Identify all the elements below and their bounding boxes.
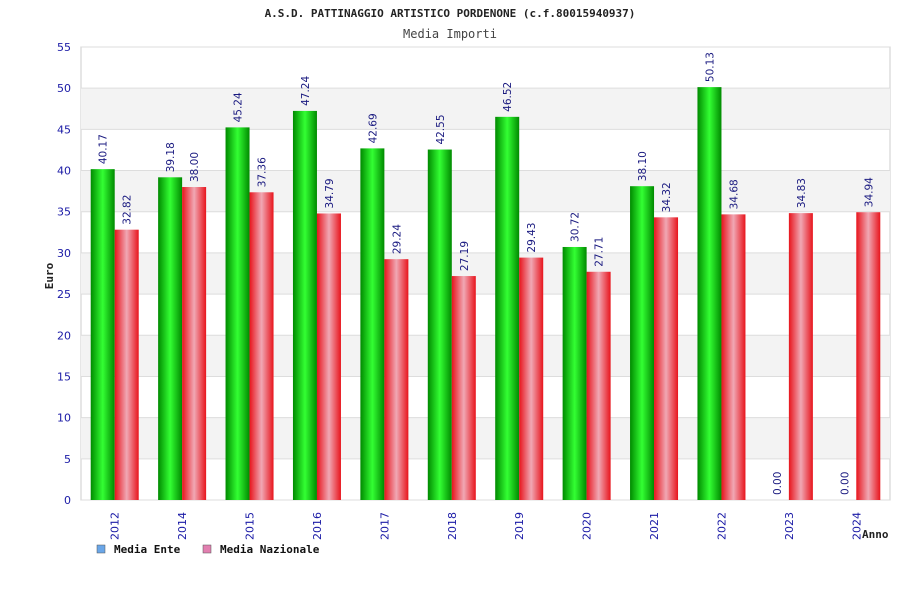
value-label: 34.32	[661, 182, 673, 212]
grid-band	[81, 335, 890, 377]
bar-media-nazionale	[519, 257, 544, 500]
bar-media-nazionale	[249, 192, 274, 500]
bar-media-ente	[292, 110, 317, 500]
gridlines	[81, 46, 890, 501]
x-tick-label: 2014	[176, 512, 189, 540]
y-tick-label: 30	[57, 247, 71, 260]
y-tick-label: 5	[64, 453, 71, 466]
legend-label-ente: Media Ente	[114, 543, 181, 556]
x-axis-label: Anno	[862, 528, 889, 541]
y-tick-label: 40	[57, 165, 71, 178]
value-label: 29.24	[391, 224, 403, 254]
bar-media-nazionale	[451, 276, 476, 500]
value-label: 27.19	[459, 241, 471, 271]
bar-media-nazionale	[316, 213, 341, 500]
x-tick-label: 2016	[311, 512, 324, 540]
plot-background	[80, 46, 891, 501]
grid-band	[81, 252, 890, 295]
chart-title: A.S.D. PATTINAGGIO ARTISTICO PORDENONE (…	[265, 7, 636, 20]
value-label: 42.69	[367, 113, 379, 143]
value-label: 34.83	[796, 178, 808, 208]
y-tick-label: 15	[57, 370, 71, 383]
value-label: 39.18	[165, 142, 177, 172]
value-label: 30.72	[570, 212, 582, 242]
y-axis-ticks: 0 5 10 15 20 25 30 35 40 45 50 55	[57, 41, 71, 507]
y-tick-label: 35	[57, 206, 71, 219]
value-label: 0.00	[839, 472, 851, 495]
y-tick-label: 10	[57, 412, 71, 425]
x-tick-label: 2022	[715, 512, 728, 540]
x-tick-label: 2017	[378, 512, 391, 540]
y-axis-label: Euro	[43, 262, 56, 289]
bar-media-ente	[360, 148, 385, 500]
grid-band	[81, 170, 890, 212]
bar-media-nazionale	[182, 187, 207, 500]
x-tick-label: 2018	[446, 512, 459, 540]
bar-media-nazionale	[384, 259, 409, 500]
bar-media-nazionale	[586, 271, 611, 500]
value-label: 34.94	[863, 177, 875, 207]
x-tick-label: 2012	[109, 512, 122, 540]
legend-swatch-nazionale	[202, 544, 212, 554]
value-label: 34.68	[728, 179, 740, 209]
y-tick-label: 50	[57, 82, 71, 95]
bar-media-ente	[495, 116, 520, 500]
bar-media-ente	[562, 246, 587, 500]
bar-media-ente	[427, 149, 452, 500]
bar-media-ente	[225, 127, 250, 501]
bar-media-ente	[630, 186, 655, 500]
y-tick-label: 45	[57, 123, 71, 136]
value-label: 47.24	[300, 76, 312, 106]
x-tick-label: 2024	[850, 512, 863, 540]
bar-media-ente	[697, 87, 722, 501]
x-tick-label: 2015	[244, 512, 257, 540]
value-label: 37.36	[257, 157, 269, 187]
bar-media-nazionale	[856, 212, 881, 501]
chart-subtitle: Media Importi	[403, 27, 497, 41]
value-label: 27.71	[594, 237, 606, 267]
y-tick-label: 55	[57, 41, 71, 54]
value-labels: 40.17 32.82 39.18 38.00 45.24 37.36 47.24 34.79…	[98, 52, 876, 495]
grid-band	[81, 417, 890, 459]
legend: Media Ente Media Nazionale	[96, 543, 320, 556]
value-label: 40.17	[98, 134, 110, 164]
y-tick-label: 20	[57, 329, 71, 342]
x-tick-label: 2019	[513, 512, 526, 540]
value-label: 34.79	[324, 178, 336, 208]
x-tick-label: 2020	[581, 512, 594, 540]
bar-media-nazionale	[721, 214, 746, 500]
bars	[90, 87, 881, 501]
bar-media-nazionale	[654, 217, 679, 500]
value-label: 46.52	[502, 82, 514, 112]
value-label: 45.24	[233, 92, 245, 122]
value-label: 42.55	[435, 114, 447, 144]
value-label: 50.13	[704, 52, 716, 82]
legend-label-nazionale: Media Nazionale	[220, 543, 320, 556]
bar-media-nazionale	[114, 229, 139, 500]
value-label: 38.00	[189, 152, 201, 182]
x-axis-ticks: 2012 2014 2015 2016 2017 2018 2019 2020 2021 2022…	[109, 512, 864, 540]
y-tick-label: 0	[64, 494, 71, 507]
x-tick-label: 2021	[648, 512, 661, 540]
y-tick-label: 25	[57, 288, 71, 301]
grid-band	[81, 88, 890, 130]
bar-media-ente	[90, 169, 115, 501]
value-label: 32.82	[122, 195, 134, 225]
value-label: 0.00	[772, 472, 784, 495]
value-label: 29.43	[526, 223, 538, 253]
legend-swatch-ente	[96, 544, 106, 554]
value-label: 38.10	[637, 151, 649, 181]
bar-media-nazionale	[788, 213, 813, 501]
bar-media-ente	[158, 177, 183, 501]
x-tick-label: 2023	[783, 512, 796, 540]
